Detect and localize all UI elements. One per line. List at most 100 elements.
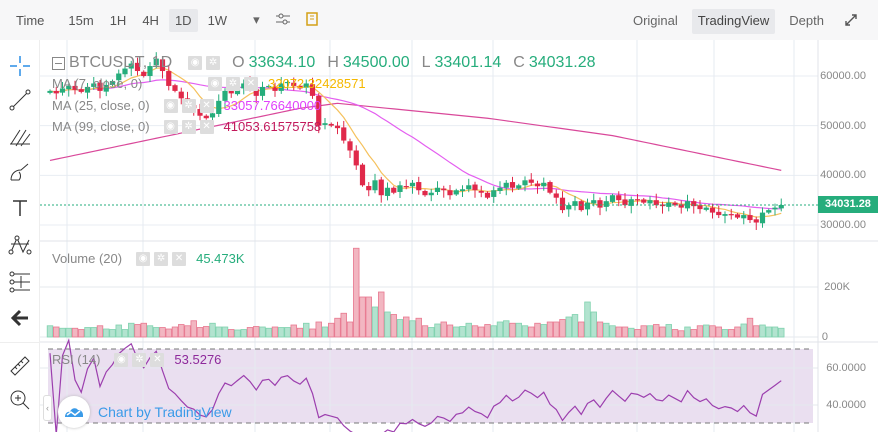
candle-body [616, 195, 622, 201]
candle-body [134, 62, 141, 72]
candle-body [416, 182, 422, 191]
price-tick: 50000.00 [820, 120, 866, 132]
fullscreen-icon[interactable] [838, 9, 864, 34]
eye-icon[interactable]: ◉ [136, 251, 151, 266]
gear-icon[interactable]: ✲ [154, 251, 169, 266]
volume-bar [78, 329, 85, 338]
interval-1d[interactable]: 1D [168, 8, 198, 32]
close-icon[interactable]: ✕ [150, 352, 165, 367]
gear-icon[interactable]: ✲ [226, 76, 240, 91]
ma7-legend: MA (7, close, 0) ◉ ✲ ✕ 32072.32428571 [52, 76, 366, 91]
bookmark-icon[interactable] [300, 8, 324, 33]
collapse-legend-icon[interactable] [52, 56, 65, 70]
candle-body [522, 180, 528, 186]
close-icon[interactable]: ✕ [172, 251, 187, 266]
candle-body [734, 214, 741, 218]
ruler-icon[interactable] [6, 352, 34, 380]
candle-body [566, 205, 572, 210]
candle-body [572, 201, 578, 206]
candle-body [278, 83, 284, 91]
low-value: 33401.14 [434, 54, 502, 71]
volume-bar [171, 326, 179, 338]
candle-body [59, 88, 66, 93]
ma7-value: 32072.32428571 [268, 76, 366, 91]
volume-bar [634, 329, 641, 338]
tradingview-watermark[interactable]: Chart by TradingView [58, 396, 232, 428]
brush-icon[interactable] [6, 158, 34, 186]
volume-bar [228, 329, 235, 338]
view-depth[interactable]: Depth [789, 13, 824, 28]
crosshair-icon[interactable] [6, 52, 34, 80]
volume-bar [403, 316, 410, 338]
eye-icon[interactable]: ◉ [163, 98, 178, 113]
volume-bar [721, 329, 729, 338]
view-tradingview[interactable]: TradingView [691, 9, 776, 34]
back-arrow-icon[interactable] [6, 304, 34, 332]
collapse-toolbar-handle[interactable]: ‹ [43, 395, 52, 421]
symbol-label: BTCUSDT, 1D [69, 54, 173, 71]
candle-body [297, 85, 303, 89]
gear-icon[interactable]: ✲ [206, 56, 221, 70]
candle-body [647, 200, 653, 204]
gear-icon[interactable]: ✲ [132, 352, 147, 367]
eye-icon[interactable]: ◉ [114, 352, 129, 367]
volume-bar [771, 326, 779, 338]
candle-body [241, 83, 247, 89]
text-tool-icon[interactable] [6, 194, 34, 222]
eye-icon[interactable]: ◉ [163, 119, 178, 134]
interval-4h[interactable]: 4H [142, 12, 159, 28]
volume-bar [646, 325, 654, 338]
candle-body [341, 127, 347, 141]
main-legend: BTCUSDT, 1D ◉ ✲ O 33634.10 H 34500.00 L 3340… [52, 54, 596, 72]
gear-icon[interactable]: ✲ [181, 119, 196, 134]
volume-bar [128, 322, 135, 338]
eye-icon[interactable]: ◉ [188, 56, 203, 70]
volume-bar [484, 324, 491, 338]
measure-lines-icon[interactable] [6, 268, 34, 296]
volume-bar [778, 327, 785, 338]
volume-bar [115, 324, 122, 338]
candle-body [397, 185, 403, 192]
candle-body [772, 207, 778, 210]
volume-bar [59, 327, 66, 338]
indicator-settings-icon[interactable] [270, 9, 296, 32]
candle-body [228, 90, 234, 94]
volume-bar [365, 296, 372, 338]
time-button[interactable]: Time [16, 12, 45, 28]
volume-bar [521, 325, 529, 338]
volume-bar [746, 317, 754, 338]
volume-bar [278, 327, 285, 338]
candle-body [66, 85, 72, 90]
close-icon[interactable]: ✕ [199, 98, 214, 113]
gear-icon[interactable]: ✲ [181, 98, 196, 113]
price-tick: 60000.00 [820, 70, 866, 82]
view-original[interactable]: Original [632, 13, 678, 28]
trend-line-icon[interactable] [6, 86, 34, 114]
volume-bar [571, 314, 579, 338]
close-icon[interactable]: ✕ [244, 76, 258, 91]
volume-bar [753, 325, 760, 338]
candle-body [253, 89, 259, 96]
candle-body [53, 90, 59, 94]
candle-body [622, 199, 628, 206]
close-icon[interactable]: ✕ [199, 119, 214, 134]
rsi-value: 53.5276 [174, 352, 222, 367]
volume-bar [259, 326, 266, 338]
volume-bar [590, 311, 597, 338]
candle-body [447, 190, 453, 196]
rsi-line [49, 338, 782, 432]
interval-15m[interactable]: 15m [68, 12, 94, 28]
candle-body [128, 63, 134, 69]
candle-body [747, 215, 753, 221]
interval-1w[interactable]: 1W [207, 12, 228, 28]
interval-1h[interactable]: 1H [109, 12, 127, 28]
eye-icon[interactable]: ◉ [208, 76, 222, 91]
volume-bar [696, 325, 704, 338]
candle-body [516, 185, 522, 189]
fib-lines-icon[interactable] [6, 122, 34, 150]
volume-bar [296, 327, 304, 338]
more-intervals-dropdown-icon[interactable]: ▾ [253, 12, 260, 27]
zoom-in-icon[interactable] [6, 386, 34, 414]
pattern-icon[interactable] [6, 230, 34, 258]
